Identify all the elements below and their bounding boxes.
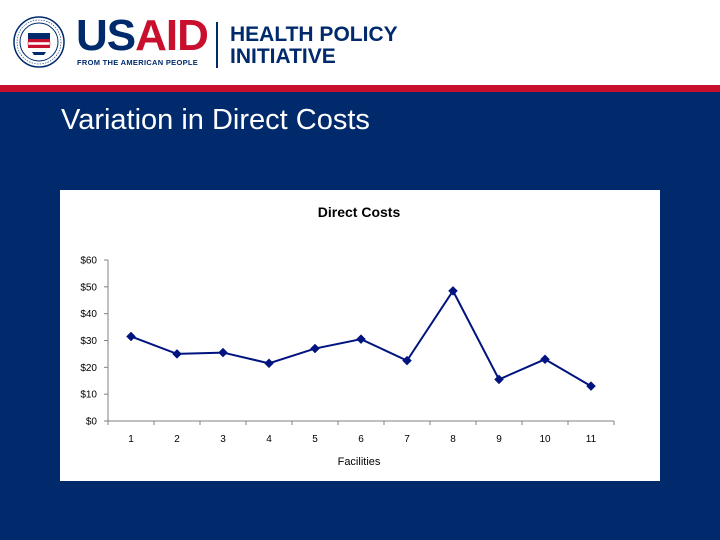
slide-title: Variation in Direct Costs: [61, 104, 370, 136]
data-point: [126, 331, 136, 342]
direct-costs-chart: Direct Costs Facilities $0 $10 $20 $30 $40 $5…: [80, 204, 615, 468]
logo-aid: AID: [135, 11, 209, 60]
data-point: [356, 334, 366, 345]
y-tick-label: $50: [80, 282, 97, 293]
header-red-rule: [0, 85, 720, 92]
usaid-seal-icon: [13, 16, 65, 68]
data-point: [264, 358, 274, 369]
data-point: [448, 286, 458, 296]
program-name: HEALTH POLICY INITIATIVE: [230, 24, 398, 68]
x-tick-label: 5: [312, 434, 318, 445]
usaid-logo: USAID: [76, 11, 209, 60]
x-tick-label: 10: [539, 434, 551, 445]
x-tick-label: 11: [586, 434, 597, 445]
y-tick-label: $30: [80, 336, 97, 347]
logo-us: US: [76, 11, 136, 60]
header: USAID FROM THE AMERICAN PEOPLE HEALTH PO…: [0, 0, 720, 85]
logo-tagline: FROM THE AMERICAN PEOPLE: [77, 58, 199, 67]
data-point: [586, 381, 596, 391]
chart-title: Direct Costs: [318, 204, 401, 220]
program-line-1: HEALTH POLICY: [230, 23, 398, 46]
data-point: [172, 349, 182, 359]
program-line-2: INITIATIVE: [230, 45, 336, 68]
x-tick-label: 7: [404, 434, 410, 445]
y-tick-label: $10: [80, 390, 97, 401]
data-point: [540, 354, 550, 365]
data-point: [494, 374, 504, 385]
x-axis-label: Facilities: [338, 456, 381, 468]
logo-divider: [216, 22, 218, 68]
x-tick-label: 2: [174, 434, 180, 445]
y-tick-label: $0: [86, 417, 98, 428]
x-tick-label: 4: [266, 434, 272, 445]
data-point: [218, 347, 228, 358]
x-tick-label: 1: [128, 434, 134, 445]
x-tick-label: 3: [220, 434, 226, 445]
x-tick-label: 8: [450, 434, 456, 445]
data-point: [310, 343, 320, 354]
y-tick-label: $20: [80, 363, 97, 374]
x-tick-label: 6: [358, 434, 364, 445]
y-tick-label: $60: [80, 256, 97, 267]
y-tick-label: $40: [80, 309, 97, 320]
data-point: [402, 355, 412, 366]
x-tick-label: 9: [496, 434, 502, 445]
chart-panel: Direct Costs Facilities $0 $10 $20 $30 $40 $5…: [60, 190, 660, 481]
